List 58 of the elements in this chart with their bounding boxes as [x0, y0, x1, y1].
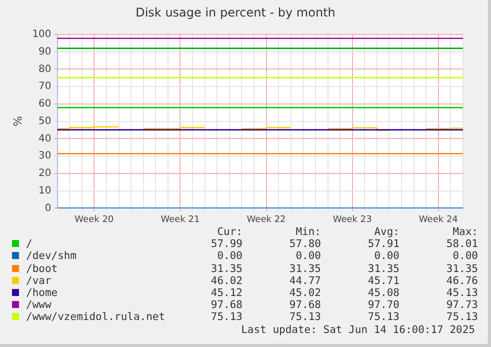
text: 31.35: [445, 262, 478, 275]
x-tick-label: Week 24: [418, 214, 458, 225]
y-tick-label: 40: [38, 133, 52, 144]
text: 57.99: [210, 238, 242, 250]
text: 0.00: [294, 250, 321, 263]
y-tick-label: 60: [38, 98, 52, 110]
y-tick-label: 20: [38, 168, 52, 180]
text: 45.08: [366, 286, 400, 300]
text: 97.70: [366, 299, 400, 312]
y-tick-label: 100: [32, 28, 52, 40]
y-tick-label: 90: [38, 46, 52, 58]
legend-label: /home: [25, 286, 59, 300]
text: Last update: Sat Jun 14 16:00:17 2025: [241, 324, 475, 336]
legend-label: /var: [25, 274, 52, 287]
text: 31.35: [366, 262, 400, 275]
y-tick-label: 30: [38, 150, 52, 162]
legend-label: /www: [25, 299, 52, 312]
text: Min:: [294, 226, 321, 238]
x-tick-label: Week 20: [74, 214, 114, 225]
text: 44.77: [288, 274, 321, 287]
text: 45.02: [288, 286, 321, 300]
text: 75.13: [210, 311, 242, 324]
y-tick-label: 10: [38, 185, 52, 196]
text: Cur:: [216, 226, 242, 238]
text: 0.00: [216, 250, 242, 263]
text: 57.80: [288, 238, 321, 250]
text: 58.01: [445, 238, 478, 250]
legend-label: /boot: [25, 262, 59, 275]
text: 46.02: [210, 274, 242, 287]
text: 75.13: [445, 311, 478, 324]
text: 75.13: [366, 311, 400, 324]
text: 75.13: [288, 311, 321, 324]
chart-title: Disk usage in percent - by month: [136, 5, 336, 20]
y-tick-label: 70: [38, 81, 52, 92]
text: Avg:: [373, 226, 400, 238]
legend-label: /: [25, 238, 34, 250]
text: 45.13: [445, 286, 478, 300]
text: Max:: [452, 226, 478, 238]
text: 45.71: [366, 274, 400, 287]
y-tick-label: 0: [44, 202, 52, 214]
x-tick-label: Week 22: [246, 214, 286, 225]
text: 0.00: [452, 250, 478, 263]
text: 97.68: [210, 299, 242, 312]
text: 97.68: [288, 299, 321, 312]
y-axis-title: %: [11, 116, 24, 127]
legend-label: /dev/shm: [25, 250, 78, 263]
y-tick-label: 50: [38, 116, 52, 127]
text: 46.76: [445, 274, 478, 287]
text: 31.35: [288, 262, 321, 275]
text: 57.91: [366, 238, 400, 250]
text: 45.12: [210, 286, 242, 300]
text: 0.00: [373, 250, 400, 263]
y-tick-label: 80: [38, 64, 52, 75]
x-tick-label: Week 21: [160, 214, 200, 225]
legend-label: /www/vzemidol.rula.net: [25, 311, 166, 324]
text: 31.35: [210, 262, 242, 275]
x-tick-label: Week 23: [332, 214, 372, 225]
text: 97.73: [445, 299, 478, 312]
